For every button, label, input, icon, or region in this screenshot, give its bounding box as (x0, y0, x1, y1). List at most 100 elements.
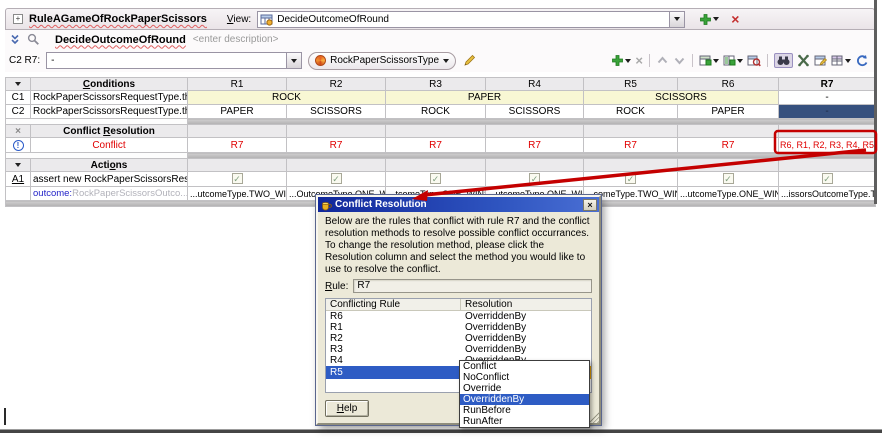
resolution-dropdown-list: Conflict NoConflict Override OverriddenB… (459, 360, 590, 428)
outcome-cell-r6[interactable]: ...utcomeType.ONE_WINS (677, 186, 779, 201)
collapse-chevrons-icon[interactable] (10, 34, 20, 46)
outcome-cell-r1[interactable]: ...utcomeType.TWO_WINS (187, 186, 287, 201)
cell-c1-r7[interactable]: - (778, 90, 876, 105)
add-icon (612, 55, 624, 66)
conditions-section-header[interactable]: Conditions (30, 77, 188, 91)
row-id[interactable]: C1 (5, 90, 31, 105)
conflict-resolution-section-header[interactable]: Conflict Resolution (30, 124, 188, 138)
add-action-button[interactable] (723, 54, 743, 67)
conflict-table-row[interactable]: R3 OverriddenBy (330, 344, 527, 355)
action-checkbox-r1[interactable]: ✓ (187, 171, 287, 187)
action-checkbox-r2[interactable]: ✓ (286, 171, 386, 187)
condition-expression[interactable]: RockPaperScissorsRequestType.throwTwo (30, 104, 188, 119)
add-view-caret-icon (713, 17, 720, 21)
conflict-table-row[interactable]: R1 OverriddenBy (330, 322, 527, 333)
conflict-cell-r6[interactable]: R7 (677, 137, 779, 153)
help-button[interactable]: Help (325, 400, 369, 417)
conflict-cell-r4[interactable]: R7 (485, 137, 584, 153)
action-expression[interactable]: assert new RockPaperScissorsRespon... (30, 171, 188, 187)
cell-value-combo[interactable]: - (46, 52, 303, 69)
edit-pencil-icon[interactable] (462, 53, 477, 68)
conflict-warning-icon: ! (5, 137, 31, 153)
outcome-cell-r7[interactable]: ...issorsOutcomeType.TIE (778, 186, 876, 201)
row-id[interactable]: C2 (5, 104, 31, 119)
action-checkbox-r6[interactable]: ✓ (677, 171, 779, 187)
conflict-row-label[interactable]: Conflict (30, 137, 188, 153)
add-rule-button[interactable] (611, 54, 632, 67)
cell-c2-r2[interactable]: SCISSORS (286, 104, 386, 119)
action-checkbox-r3[interactable]: ✓ (385, 171, 486, 187)
close-conflict-section-icon[interactable]: × (5, 124, 31, 138)
col-header-r6[interactable]: R6 (677, 77, 779, 91)
col-header-r7[interactable]: R7 (778, 77, 876, 91)
action-checkbox-r5[interactable]: ✓ (583, 171, 678, 187)
resize-grip[interactable] (588, 412, 599, 423)
condition-expression[interactable]: RockPaperScissorsRequestType.throwOne (30, 90, 188, 105)
outcome-parameter-label[interactable]: outcome:RockPaperScissorsOutco... (30, 186, 188, 201)
conflict-table-row[interactable]: R6 OverriddenBy (330, 311, 527, 322)
conflict-cell-r1[interactable]: R7 (187, 137, 287, 153)
cell-value-dropdown-button[interactable] (286, 53, 302, 68)
delete-view-button[interactable]: × (731, 11, 740, 27)
cell-c1-r5r6[interactable]: SCISSORS (583, 90, 779, 105)
search-icon[interactable] (27, 33, 40, 46)
row-menu-button[interactable] (5, 77, 31, 91)
view-select[interactable]: DecideOutcomeOfRound (257, 10, 686, 28)
col-header-r4[interactable]: R4 (485, 77, 584, 91)
cell-c2-r3[interactable]: ROCK (385, 104, 486, 119)
cell-c2-r6[interactable]: PAPER (677, 104, 779, 119)
conflict-cell-r2[interactable]: R7 (286, 137, 386, 153)
row-id[interactable]: A1 (5, 171, 31, 187)
add-view-button[interactable] (699, 13, 720, 26)
cell-c2-r1[interactable]: PAPER (187, 104, 287, 119)
conflict-cell-r3[interactable]: R7 (385, 137, 486, 153)
view-select-dropdown-button[interactable] (669, 11, 685, 27)
dropdown-option[interactable]: Conflict (463, 361, 497, 372)
move-up-icon[interactable] (656, 54, 669, 67)
dropdown-option[interactable]: RunAfter (463, 416, 503, 427)
conflict-cell-r5[interactable]: R7 (583, 137, 678, 153)
cell-c2-r4[interactable]: SCISSORS (485, 104, 584, 119)
conflict-section-header-row: × Conflict Resolution (5, 124, 876, 138)
dropdown-option[interactable]: Override (463, 383, 502, 394)
conflict-table-row[interactable]: R2 OverriddenBy (330, 333, 527, 344)
table-options-button[interactable] (831, 54, 851, 67)
action-checkbox-r7[interactable]: ✓ (778, 171, 876, 187)
expand-ruleset-icon[interactable]: + (13, 14, 23, 24)
add-condition-button[interactable] (699, 54, 719, 67)
move-down-icon[interactable] (673, 54, 686, 67)
delete-rule-button[interactable]: × (635, 52, 643, 68)
cell-c1-r3r4[interactable]: PAPER (385, 90, 584, 105)
col-header-r1[interactable]: R1 (187, 77, 287, 91)
dialog-close-button[interactable]: × (583, 198, 597, 211)
rule-field[interactable]: R7 (353, 279, 592, 293)
dropdown-option-selected[interactable]: OverriddenBy (460, 394, 589, 405)
dropdown-option[interactable]: NoConflict (463, 372, 510, 383)
cell-c1-r1r2[interactable]: ROCK (187, 90, 386, 105)
col-header-r5[interactable]: R5 (583, 77, 678, 91)
cell-c2-r5[interactable]: ROCK (583, 104, 678, 119)
cell-c2-r7-selected[interactable]: - (778, 104, 876, 119)
gap-analysis-icon[interactable] (797, 54, 810, 67)
checkbox-checked-icon: ✓ (625, 173, 636, 184)
col-resolution[interactable]: Resolution (465, 299, 513, 310)
description-placeholder[interactable]: <enter description> (192, 34, 279, 45)
dropdown-option[interactable]: RunBefore (463, 405, 511, 416)
dialog-titlebar[interactable]: Conflict Resolution × (318, 197, 599, 212)
selected-cell-ref: C2 R7: (9, 55, 41, 66)
checkbox-checked-icon: ✓ (231, 173, 243, 184)
action-checkbox-r4[interactable]: ✓ (485, 171, 584, 187)
actions-section-header[interactable]: Actions (30, 158, 188, 172)
col-header-r2[interactable]: R2 (286, 77, 386, 91)
refresh-icon[interactable] (855, 54, 869, 67)
type-combo[interactable]: RockPaperScissorsType (308, 51, 457, 70)
ruleset-title: RuleAGameOfRockPaperScissors (29, 13, 207, 25)
checkbox-checked-icon: ✓ (330, 173, 342, 184)
row-menu-button[interactable] (5, 158, 31, 172)
edit-table-icon[interactable] (814, 54, 827, 67)
col-header-r3[interactable]: R3 (385, 77, 486, 91)
conflict-cell-r7[interactable]: R6, R1, R2, R3, R4, R5 (778, 137, 876, 153)
show-conflicts-toggle[interactable] (774, 53, 793, 68)
col-conflicting-rule[interactable]: Conflicting Rule (326, 299, 461, 310)
find-cell-icon[interactable] (747, 54, 761, 67)
